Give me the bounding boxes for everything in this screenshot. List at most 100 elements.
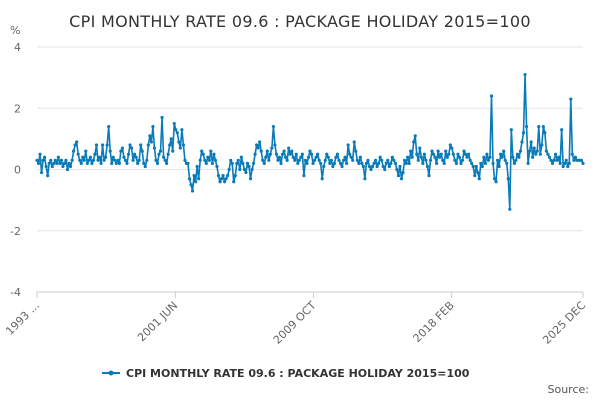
data-point[interactable] (549, 158, 553, 162)
data-point[interactable] (445, 155, 449, 159)
data-point[interactable] (158, 149, 163, 153)
data-point[interactable] (348, 152, 352, 156)
data-point[interactable] (499, 152, 503, 156)
data-point[interactable] (146, 143, 150, 147)
data-point[interactable] (111, 155, 115, 159)
data-point[interactable] (491, 161, 495, 165)
data-point[interactable] (55, 161, 59, 165)
data-point[interactable] (216, 174, 221, 178)
data-point[interactable] (97, 155, 102, 159)
data-point[interactable] (366, 158, 370, 162)
data-point[interactable] (358, 155, 362, 159)
data-point[interactable] (463, 152, 468, 156)
data-point[interactable] (285, 158, 289, 162)
data-point[interactable] (459, 161, 463, 165)
data-point[interactable] (212, 152, 216, 156)
data-point[interactable] (128, 143, 132, 147)
data-point[interactable] (143, 164, 147, 169)
data-point[interactable] (39, 170, 44, 175)
data-point[interactable] (108, 149, 112, 153)
data-point[interactable] (573, 155, 577, 159)
data-point[interactable] (534, 152, 538, 156)
data-point[interactable] (264, 155, 268, 159)
legend[interactable]: CPI MONTHLY RATE 09.6 : PACKAGE HOLIDAY … (102, 367, 470, 380)
data-point[interactable] (337, 158, 341, 162)
data-point[interactable] (206, 155, 210, 159)
data-point[interactable] (483, 161, 487, 165)
data-point[interactable] (495, 158, 500, 162)
data-point[interactable] (299, 155, 303, 159)
data-point[interactable] (425, 164, 430, 169)
data-point[interactable] (198, 158, 202, 162)
data-point[interactable] (64, 158, 68, 162)
data-point[interactable] (409, 149, 413, 153)
data-point[interactable] (245, 161, 250, 165)
data-point[interactable] (291, 155, 295, 159)
data-point[interactable] (322, 164, 326, 169)
data-point[interactable] (396, 174, 401, 178)
data-point[interactable] (187, 177, 192, 181)
data-point[interactable] (521, 131, 526, 135)
data-point[interactable] (572, 158, 576, 162)
data-point[interactable] (52, 161, 56, 165)
data-point[interactable] (531, 155, 535, 159)
data-point[interactable] (457, 155, 462, 159)
data-point[interactable] (251, 161, 256, 165)
data-point[interactable] (354, 149, 358, 153)
data-point[interactable] (268, 152, 272, 156)
data-point[interactable] (276, 158, 280, 162)
data-point[interactable] (163, 158, 167, 162)
data-point[interactable] (248, 177, 253, 181)
data-point[interactable] (518, 149, 523, 153)
data-point[interactable] (49, 158, 53, 162)
data-point[interactable] (557, 155, 561, 159)
data-point[interactable] (149, 140, 153, 144)
data-point[interactable] (489, 94, 494, 98)
data-point[interactable] (517, 155, 521, 159)
data-point[interactable] (102, 158, 106, 162)
data-point[interactable] (383, 167, 387, 172)
data-point[interactable] (235, 161, 239, 165)
data-point[interactable] (407, 161, 411, 165)
data-point[interactable] (378, 155, 382, 159)
data-point[interactable] (139, 143, 143, 147)
data-point[interactable] (325, 152, 329, 156)
data-point[interactable] (447, 152, 451, 156)
data-point[interactable] (418, 146, 422, 150)
data-point[interactable] (303, 158, 308, 162)
data-point[interactable] (471, 164, 475, 169)
data-point[interactable] (215, 164, 219, 169)
data-point[interactable] (340, 164, 344, 169)
data-point[interactable] (467, 152, 471, 156)
data-point[interactable] (514, 158, 518, 162)
data-point[interactable] (561, 164, 565, 169)
data-point[interactable] (309, 152, 314, 156)
data-point[interactable] (364, 161, 369, 165)
data-point[interactable] (154, 158, 158, 162)
data-point[interactable] (279, 161, 283, 165)
data-point[interactable] (226, 174, 230, 178)
data-point[interactable] (567, 161, 571, 165)
data-point[interactable] (564, 158, 568, 162)
data-point[interactable] (296, 161, 300, 165)
data-point[interactable] (428, 158, 433, 162)
data-point[interactable] (473, 174, 477, 178)
data-point[interactable] (532, 146, 536, 150)
data-point[interactable] (294, 152, 298, 156)
data-point[interactable] (312, 158, 317, 162)
data-point[interactable] (195, 164, 199, 169)
data-point[interactable] (560, 128, 564, 132)
data-point[interactable] (255, 143, 259, 147)
data-point[interactable] (145, 158, 149, 162)
data-point[interactable] (297, 158, 301, 162)
data-point[interactable] (72, 149, 76, 153)
data-point[interactable] (329, 158, 333, 162)
data-point[interactable] (395, 167, 399, 172)
data-point[interactable] (306, 155, 311, 159)
data-point[interactable] (439, 152, 443, 156)
data-point[interactable] (419, 155, 423, 159)
data-point[interactable] (91, 158, 96, 162)
data-point[interactable] (399, 177, 404, 181)
data-point[interactable] (323, 158, 327, 162)
data-point[interactable] (442, 161, 446, 165)
